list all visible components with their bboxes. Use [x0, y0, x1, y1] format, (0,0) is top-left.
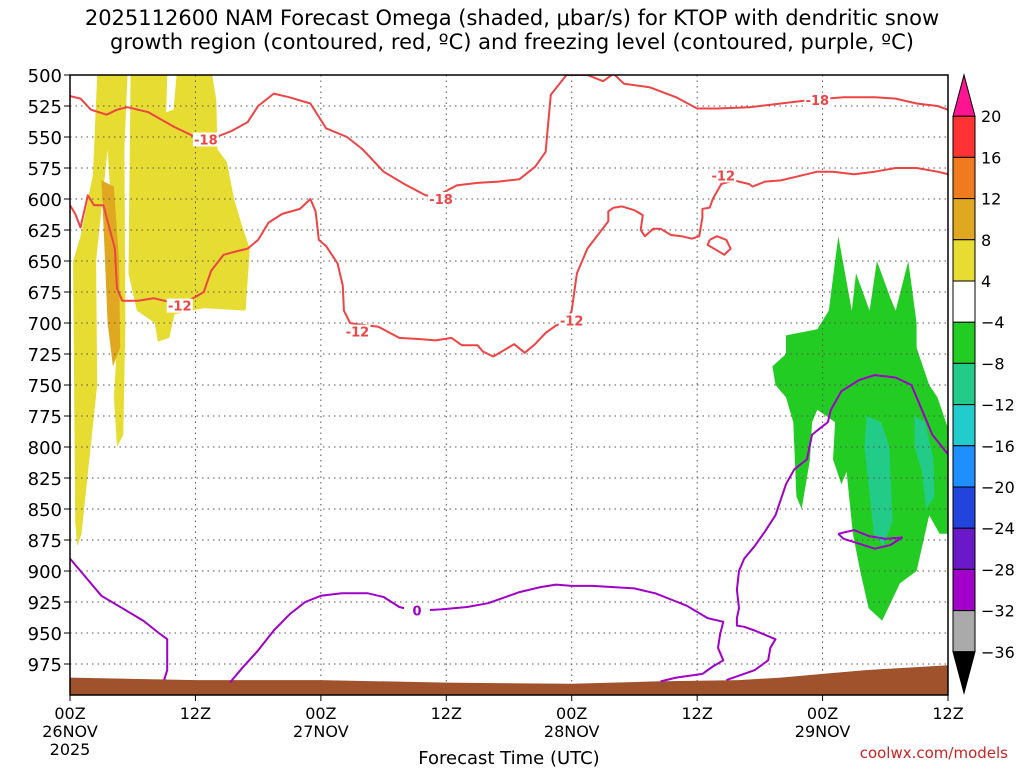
- isotherm-label-bg-1-2: [558, 313, 585, 328]
- y-tick-label-10: 750: [28, 376, 62, 397]
- colorbar-label-2: 12: [981, 190, 1001, 209]
- colorbar-label-12: −32: [981, 602, 1015, 621]
- colorbar-label-11: −28: [981, 560, 1015, 579]
- isotherm-3-points3: [726, 374, 948, 682]
- y-tick-label-4: 600: [28, 190, 62, 211]
- omega-region-5: [914, 416, 935, 509]
- isotherm-label-3-0: 0: [412, 605, 421, 620]
- isotherm-label-bg-1-3: [710, 168, 737, 183]
- isotherm-3-points: [70, 557, 169, 681]
- y-tick-label-17: 925: [28, 593, 62, 614]
- colorbar-swatch-0: [952, 73, 976, 117]
- isotherm-0-points: [70, 75, 948, 198]
- x-axis-label: Forecast Time (UTC): [418, 748, 599, 768]
- isotherm-1-points: [70, 167, 948, 358]
- colorbar-label-10: −24: [981, 519, 1015, 538]
- isotherm-label-bg-3-0: [404, 603, 431, 618]
- omega-region-2: [101, 180, 121, 367]
- omega-region-1: [128, 75, 250, 342]
- chart-title-line-1: 2025112600 NAM Forecast Omega (shaded, μ…: [84, 6, 940, 30]
- isotherm-label-bg-0-0: [192, 132, 219, 147]
- isotherm-3-points4: [837, 529, 903, 550]
- y-tick-label-9: 725: [28, 345, 62, 366]
- terrain: [70, 665, 948, 695]
- y-tick-label-7: 675: [28, 283, 62, 304]
- isotherm-label-1-1: -12: [346, 326, 370, 341]
- chart-title-line-2: growth region (contoured, red, ºC) and f…: [110, 30, 914, 54]
- colorbar-swatch-7: [952, 362, 976, 406]
- y-tick-label-2: 550: [28, 128, 62, 149]
- plot-layer: -18 -18 -18 -12 -12 -12 -12 0: [70, 75, 948, 695]
- y-tick-label-15: 875: [28, 531, 62, 552]
- x-tick-label-0-2: 2025: [50, 740, 91, 759]
- colorbar-swatch-3: [952, 198, 976, 241]
- x-tick-label-5-0: 12Z: [681, 704, 712, 723]
- y-tick-label-3: 575: [28, 159, 62, 180]
- colorbar-label-4: 4: [981, 272, 991, 291]
- colorbar-swatch-9: [952, 445, 976, 488]
- colorbar-swatch-10: [952, 486, 976, 529]
- x-tick-label-1-0: 12Z: [180, 704, 211, 723]
- omega-region-4: [864, 416, 893, 547]
- y-tick-label-13: 825: [28, 469, 62, 490]
- omega-region-3: [772, 236, 948, 621]
- x-tick-label-0-1: 26NOV: [42, 722, 98, 741]
- isotherm-2-points: [706, 235, 732, 256]
- colorbar-swatch-12: [952, 568, 976, 612]
- colorbar-swatch-6: [952, 321, 976, 364]
- isotherm-label-bg-0-2: [804, 92, 831, 107]
- x-tick-label-0-0: 00Z: [54, 704, 85, 723]
- x-tick-label-6-1: 29NOV: [795, 722, 851, 741]
- y-tick-label-11: 775: [28, 407, 62, 428]
- chart-title: 2025112600 NAM Forecast Omega (shaded, μ…: [0, 6, 1024, 54]
- x-tick-label-6-0: 00Z: [807, 704, 838, 723]
- colorbar-label-7: −12: [981, 396, 1015, 415]
- source-credit: coolwx.com/models: [859, 744, 1008, 762]
- x-tick-label-7-0: 12Z: [932, 704, 963, 723]
- colorbar-label-9: −20: [981, 478, 1015, 497]
- isotherm-3-points2: [229, 583, 725, 684]
- y-tick-label-5: 625: [28, 221, 62, 242]
- colorbar-label-1: 16: [981, 148, 1001, 167]
- colorbar-label-3: 8: [981, 231, 991, 250]
- y-tick-label-1: 525: [28, 97, 62, 118]
- colorbar-label-5: −4: [981, 313, 1005, 332]
- colorbar-swatch-14: [952, 651, 976, 695]
- y-tick-label-0: 500: [28, 66, 62, 87]
- colorbar-swatch-11: [952, 527, 976, 570]
- y-tick-label-16: 900: [28, 562, 62, 583]
- isotherm-label-1-0: -12: [168, 300, 192, 315]
- colorbar-label-6: −8: [981, 354, 1005, 373]
- x-tick-label-4-1: 28NOV: [544, 722, 600, 741]
- y-tick-label-6: 650: [28, 252, 62, 273]
- x-tick-label-2-1: 27NOV: [293, 722, 349, 741]
- colorbar-swatch-13: [952, 610, 976, 653]
- colorbar-swatch-8: [952, 404, 976, 447]
- colorbar-swatch-2: [952, 156, 976, 200]
- isotherm-label-bg-1-0: [166, 298, 193, 313]
- isotherm-label-1-2: -12: [560, 315, 584, 330]
- isotherm-label-1-3: -12: [712, 169, 736, 184]
- y-tick-label-12: 800: [28, 438, 62, 459]
- colorbar-label-13: −36: [981, 643, 1015, 662]
- isotherm-label-bg-1-1: [344, 324, 371, 339]
- y-tick-label-8: 700: [28, 314, 62, 335]
- isotherm-label-0-1: -18: [429, 193, 453, 208]
- colorbar-label-0: 20: [981, 107, 1001, 126]
- colorbar-swatch-5: [952, 280, 976, 323]
- colorbar-swatch-1: [952, 115, 976, 158]
- y-tick-label-19: 975: [28, 655, 62, 676]
- x-tick-label-2-0: 00Z: [305, 704, 336, 723]
- isotherm-label-0-2: -18: [806, 94, 830, 109]
- y-tick-label-18: 950: [28, 624, 62, 645]
- x-tick-label-4-0: 00Z: [556, 704, 587, 723]
- colorbar-swatch-4: [952, 239, 976, 282]
- isotherm-label-0-0: -18: [194, 133, 218, 148]
- y-tick-label-14: 850: [28, 500, 62, 521]
- colorbar-label-8: −16: [981, 437, 1015, 456]
- isotherm-label-bg-0-1: [428, 192, 455, 206]
- x-tick-label-3-0: 12Z: [431, 704, 462, 723]
